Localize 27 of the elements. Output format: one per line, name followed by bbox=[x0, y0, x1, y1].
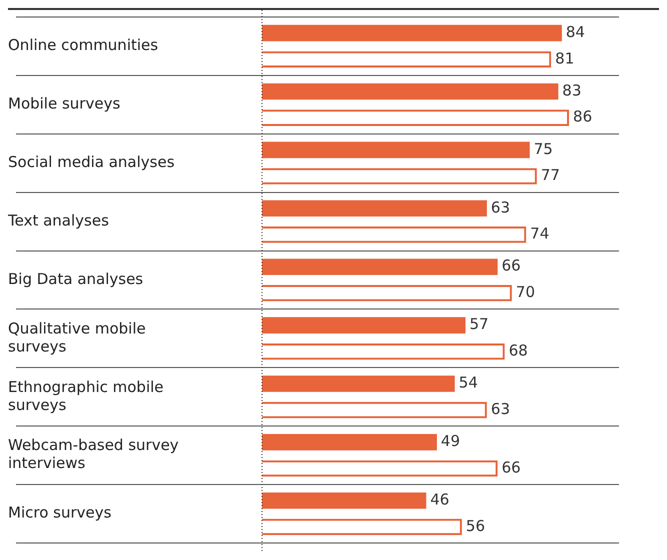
data-label: 54 bbox=[458, 374, 478, 392]
data-label: 68 bbox=[508, 341, 528, 360]
y-tick-label: Mobile surveys bbox=[8, 94, 120, 113]
data-label: 57 bbox=[469, 315, 489, 334]
y-tick-label: Social media analyses bbox=[8, 153, 175, 171]
y-tick-label: Text analyses bbox=[7, 211, 110, 230]
data-label: 75 bbox=[534, 140, 553, 158]
data-label: 84 bbox=[566, 22, 585, 41]
data-label: 70 bbox=[516, 283, 535, 302]
data-label: 49 bbox=[440, 432, 460, 450]
y-tick-label: Webcam-based survey interviews bbox=[8, 436, 179, 472]
data-label: 81 bbox=[555, 49, 574, 68]
data-label: 86 bbox=[573, 108, 592, 126]
data-label: 77 bbox=[540, 166, 560, 184]
data-label: 46 bbox=[430, 490, 450, 509]
data-label: 74 bbox=[530, 224, 550, 243]
data-label: 56 bbox=[466, 516, 486, 535]
y-tick-label: Online communities bbox=[8, 36, 158, 54]
data-label: 63 bbox=[490, 198, 510, 216]
y-tick-label: Qualitative mobile surveys bbox=[8, 319, 146, 356]
y-tick-label: Ethnographic mobile surveys bbox=[8, 378, 164, 414]
data-label: 66 bbox=[502, 458, 521, 476]
data-label: 83 bbox=[562, 81, 582, 100]
data-label: 63 bbox=[490, 400, 510, 418]
y-tick-label: Big Data analyses bbox=[8, 270, 144, 288]
y-tick-label: Micro surveys bbox=[8, 504, 112, 522]
data-label: 66 bbox=[502, 256, 521, 275]
